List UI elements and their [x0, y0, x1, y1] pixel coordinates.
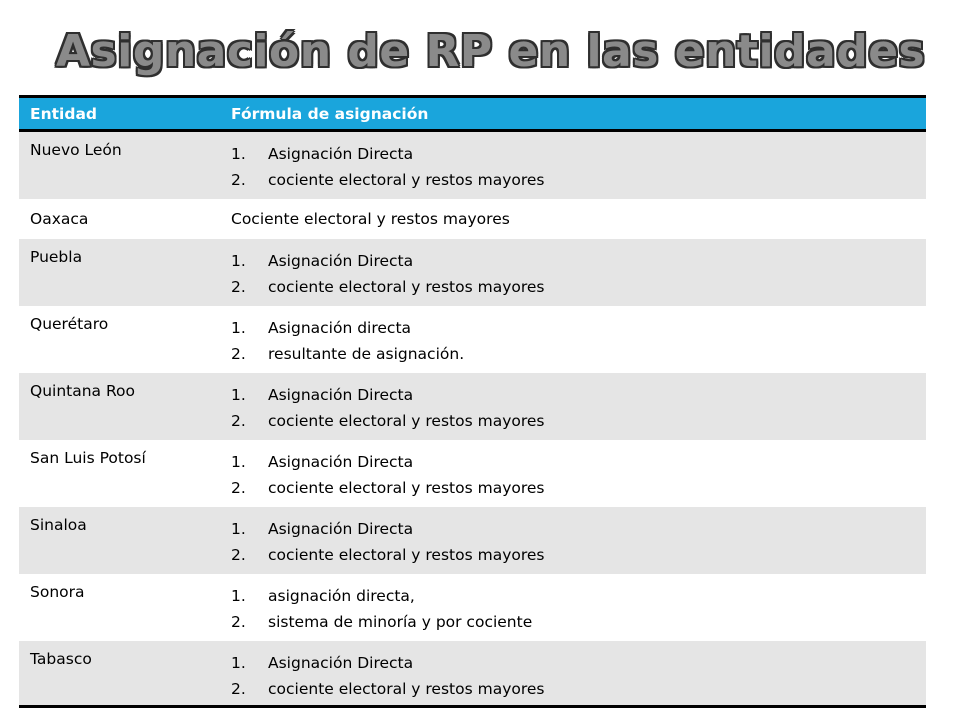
list-item: 2. cociente electoral y restos mayores [231, 274, 926, 300]
entity-cell: Quintana Roo [30, 382, 136, 400]
entity-cell: Querétaro [30, 315, 109, 333]
entity-cell: Nuevo León [30, 141, 122, 159]
formula-cell: 1. Asignación Directa 2. cociente electora… [231, 373, 926, 440]
list-item-text: cociente electoral y restos mayores [268, 278, 545, 296]
table-row: Oaxaca Cociente electoral y restos mayor… [19, 199, 926, 239]
table-row: Sinaloa 1. Asignación Directa 2. cociente … [19, 507, 926, 574]
list-item-text: Asignación Directa [268, 145, 414, 163]
formula-cell: 1. Asignación Directa 2. cociente electora… [231, 132, 926, 199]
list-item-text: cociente electoral y restos mayores [268, 546, 545, 564]
list-number: 1. [231, 145, 246, 163]
list-item-text: cociente electoral y restos mayores [268, 680, 545, 698]
list-number: 1. [231, 587, 246, 605]
list-item: 2. cociente electoral y restos mayores [231, 167, 926, 193]
formula-cell: 1. Asignación Directa 2. cociente electora… [231, 239, 926, 306]
header-formula: Fórmula de asignación [231, 104, 429, 123]
list-item-text: asignación directa, [268, 587, 415, 605]
list-item-text: Asignación Directa [268, 520, 414, 538]
table-row: Puebla 1. Asignación Directa 2. cociente e… [19, 239, 926, 306]
list-item: 2. sistema de minoría y por cociente [231, 609, 926, 635]
list-item: 2. cociente electoral y restos mayores [231, 676, 926, 702]
list-item: 1. Asignación directa [231, 315, 926, 341]
entity-cell: San Luis Potosí [30, 449, 146, 467]
list-number: 1. [231, 654, 246, 672]
list-number: 1. [231, 252, 246, 270]
list-number: 2. [231, 680, 246, 698]
list-item: 1. Asignación Directa [231, 382, 926, 408]
formula-text: Cociente electoral y restos mayores [231, 210, 510, 228]
entity-cell: Oaxaca [30, 210, 89, 228]
list-number: 2. [231, 278, 246, 296]
assignment-table: Entidad Fórmula de asignación Nuevo León… [19, 95, 926, 708]
entity-cell: Tabasco [30, 650, 92, 668]
header-entity: Entidad [30, 104, 97, 123]
table-header-row: Entidad Fórmula de asignación [19, 95, 926, 132]
list-number: 2. [231, 171, 246, 189]
list-item-text: sistema de minoría y por cociente [268, 613, 533, 631]
list-item: 2. cociente electoral y restos mayores [231, 542, 926, 568]
formula-cell: Cociente electoral y restos mayores [231, 199, 926, 239]
list-item: 1. Asignación Directa [231, 141, 926, 167]
entity-cell: Sinaloa [30, 516, 87, 534]
list-number: 1. [231, 386, 246, 404]
formula-cell: 1. asignación directa, 2. sistema de minor… [231, 574, 926, 641]
list-item-text: Asignación Directa [268, 654, 414, 672]
list-item-text: cociente electoral y restos mayores [268, 412, 545, 430]
list-number: 2. [231, 613, 246, 631]
list-item: 1. Asignación Directa [231, 516, 926, 542]
list-item: 2. cociente electoral y restos mayores [231, 408, 926, 434]
list-item-text: Asignación directa [268, 319, 412, 337]
entity-cell: Puebla [30, 248, 83, 266]
list-item: 1. Asignación Directa [231, 650, 926, 676]
list-item-text: resultante de asignación. [268, 345, 465, 363]
table-row: San Luis Potosí 1. Asignación Directa 2. c… [19, 440, 926, 507]
formula-cell: 1. Asignación Directa 2. cociente electora… [231, 440, 926, 507]
list-item: 2. resultante de asignación. [231, 341, 926, 367]
list-item: 1. asignación directa, [231, 583, 926, 609]
table-row: Sonora 1. asignación directa, 2. sistema d… [19, 574, 926, 641]
table-row: Tabasco 1. Asignación Directa 2. cociente … [19, 641, 926, 708]
list-number: 1. [231, 319, 246, 337]
table-row: Nuevo León 1. Asignación Directa 2. cocien… [19, 132, 926, 199]
list-item: 2. cociente electoral y restos mayores [231, 475, 926, 501]
list-number: 2. [231, 546, 246, 564]
table-row: Querétaro 1. Asignación directa 2. resulta… [19, 306, 926, 373]
list-number: 1. [231, 520, 246, 538]
formula-cell: 1. Asignación Directa 2. cociente electora… [231, 507, 926, 574]
list-number: 2. [231, 479, 246, 497]
formula-cell: 1. Asignación directa 2. resultante de asi… [231, 306, 926, 373]
formula-cell: 1. Asignación Directa 2. cociente electora… [231, 641, 926, 705]
list-item-text: Asignación Directa [268, 252, 414, 270]
table-row: Quintana Roo 1. Asignación Directa 2. coci… [19, 373, 926, 440]
list-number: 2. [231, 412, 246, 430]
list-item: 1. Asignación Directa [231, 248, 926, 274]
list-item-text: cociente electoral y restos mayores [268, 479, 545, 497]
entity-cell: Sonora [30, 583, 85, 601]
list-item-text: cociente electoral y restos mayores [268, 171, 545, 189]
list-number: 1. [231, 453, 246, 471]
list-item-text: Asignación Directa [268, 386, 414, 404]
list-item: 1. Asignación Directa [231, 449, 926, 475]
list-number: 2. [231, 345, 246, 363]
list-item-text: Asignación Directa [268, 453, 414, 471]
slide-title: Asignación de RP en las entidades [56, 26, 926, 77]
